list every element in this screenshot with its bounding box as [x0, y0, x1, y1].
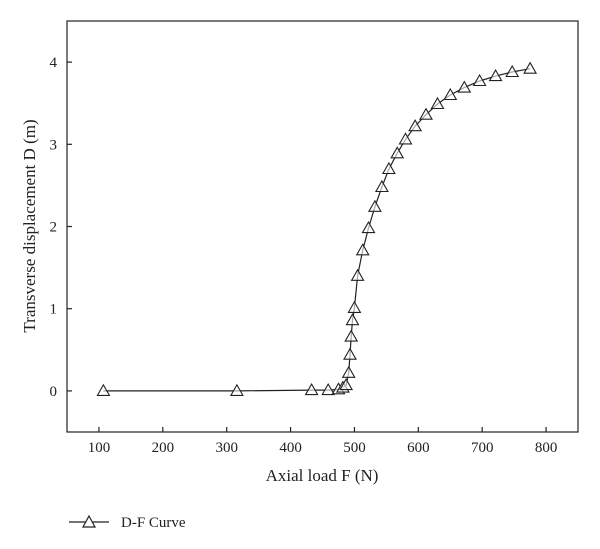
data-point — [374, 179, 389, 193]
data-point — [321, 382, 336, 396]
y-axis-title: Transverse displacement D (m) — [20, 119, 39, 332]
data-point — [430, 96, 445, 110]
data-point — [443, 87, 458, 101]
data-point — [361, 220, 376, 234]
data-point — [345, 313, 360, 326]
data-point — [96, 383, 111, 396]
plot-frame — [66, 20, 579, 433]
legend: D-F Curve — [69, 514, 186, 531]
data-point — [457, 80, 472, 93]
y-tick-label: 4 — [50, 55, 58, 71]
y-axis-ticks: 0 1 2 3 4 — [50, 55, 72, 400]
data-point — [398, 132, 413, 145]
data-point — [367, 199, 382, 212]
x-tick-label: 600 — [407, 440, 430, 456]
series-layer — [96, 61, 538, 396]
y-tick-label: 0 — [50, 384, 58, 400]
data-point — [505, 64, 520, 78]
data-point — [344, 329, 359, 342]
data-point — [472, 73, 487, 87]
y-tick-label: 1 — [50, 302, 58, 318]
x-tick-label: 500 — [343, 440, 366, 456]
data-point — [381, 161, 396, 175]
x-tick-label: 200 — [152, 440, 175, 456]
data-point — [341, 365, 356, 378]
series-line — [103, 68, 531, 392]
data-point — [488, 68, 503, 82]
x-axis-ticks: 100 200 300 400 500 600 700 800 — [88, 427, 558, 456]
data-point — [304, 382, 319, 396]
x-tick-label: 700 — [471, 440, 494, 456]
data-point — [343, 347, 357, 360]
data-point — [408, 119, 423, 132]
x-tick-label: 100 — [88, 440, 111, 456]
data-point — [229, 383, 244, 396]
data-point — [390, 146, 405, 159]
data-point — [419, 107, 433, 120]
y-tick-label: 3 — [50, 137, 58, 153]
data-point — [339, 377, 354, 391]
y-tick-label: 2 — [50, 220, 58, 236]
legend-marker — [81, 514, 97, 528]
data-point — [523, 61, 538, 74]
data-point — [355, 243, 370, 256]
x-tick-label: 300 — [215, 440, 238, 456]
x-tick-label: 800 — [535, 440, 558, 456]
x-axis-title: Axial load F (N) — [266, 466, 379, 485]
data-point — [347, 300, 362, 313]
legend-label: D-F Curve — [121, 515, 186, 531]
data-point — [350, 268, 365, 281]
x-tick-label: 400 — [279, 440, 302, 456]
